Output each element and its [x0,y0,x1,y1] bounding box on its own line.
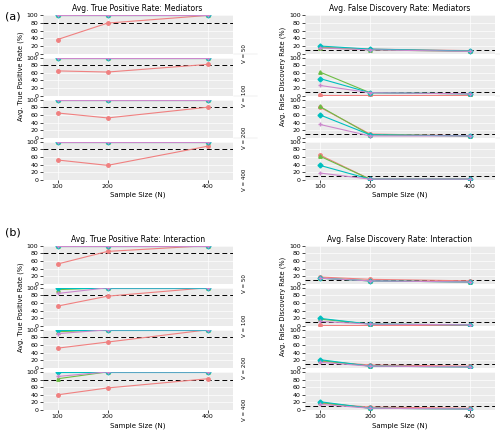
Text: V = 100: V = 100 [242,84,248,107]
X-axis label: Sample Size (N): Sample Size (N) [372,192,428,198]
Text: V = 400: V = 400 [242,168,248,191]
Title: Avg. True Positive Rate: Mediators: Avg. True Positive Rate: Mediators [72,4,203,13]
Text: V = 200: V = 200 [242,357,248,379]
Text: V = 50: V = 50 [242,44,248,63]
Y-axis label: Avg. True Positive Rate (%): Avg. True Positive Rate (%) [18,262,24,351]
Text: V = 400: V = 400 [242,399,248,421]
Text: V = 200: V = 200 [242,127,248,149]
Y-axis label: Avg. True Positive Rate (%): Avg. True Positive Rate (%) [18,32,24,121]
Y-axis label: Avg. False Discovery Rate (%): Avg. False Discovery Rate (%) [280,257,286,356]
Text: V = 100: V = 100 [242,314,248,337]
X-axis label: Sample Size (N): Sample Size (N) [110,192,166,198]
Y-axis label: Avg. False Discovery Rate (%): Avg. False Discovery Rate (%) [280,27,286,126]
Title: Avg. False Discovery Rate: Interaction: Avg. False Discovery Rate: Interaction [328,235,472,243]
Text: (a): (a) [5,11,20,21]
Title: Avg. False Discovery Rate: Mediators: Avg. False Discovery Rate: Mediators [329,4,470,13]
Text: V = 50: V = 50 [242,274,248,293]
X-axis label: Sample Size (N): Sample Size (N) [372,422,428,429]
X-axis label: Sample Size (N): Sample Size (N) [110,422,166,429]
Text: (b): (b) [5,227,21,237]
Title: Avg. True Positive Rate: Interaction: Avg. True Positive Rate: Interaction [70,235,204,243]
